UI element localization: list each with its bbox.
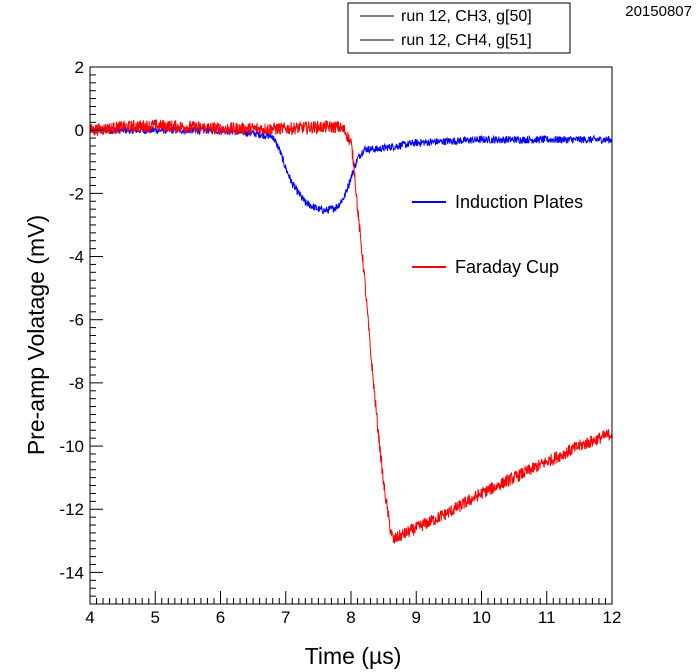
x-tick-labels: 4 5 6 7 8 9 10 11 12 <box>85 608 621 627</box>
y-tick-label: 2 <box>75 58 84 77</box>
axis-ticks <box>89 66 613 605</box>
date-label: 20150807 <box>625 3 692 20</box>
legend-entry-ch3: run 12, CH3, g[50] <box>401 8 532 25</box>
legend-entry-ch4: run 12, CH4, g[51] <box>401 32 532 49</box>
plot-frame <box>89 66 613 605</box>
y-tick-label: -14 <box>59 563 84 582</box>
x-tick-label: 10 <box>472 608 491 627</box>
annotation-label-induction: Induction Plates <box>455 192 583 212</box>
y-tick-label: -4 <box>69 248 84 267</box>
y-tick-labels: 2 0 -2 -4 -6 -8 -10 -12 -14 <box>59 58 84 582</box>
series-line-ch4 <box>89 119 613 544</box>
y-axis-title: Pre-amp Volatage (mV) <box>23 215 49 455</box>
x-tick-label: 12 <box>603 608 622 627</box>
x-tick-label: 11 <box>538 608 556 627</box>
x-tick-label: 5 <box>151 608 160 627</box>
y-tick-label: -12 <box>59 500 84 519</box>
y-tick-label: 0 <box>75 121 84 140</box>
y-tick-label: -6 <box>69 311 84 330</box>
series-layer <box>89 119 613 544</box>
legend: run 12, CH3, g[50] run 12, CH4, g[51] <box>347 2 571 54</box>
y-tick-label: -8 <box>69 374 84 393</box>
x-tick-label: 8 <box>346 608 355 627</box>
y-tick-label: -2 <box>69 184 84 203</box>
x-tick-label: 4 <box>85 608 94 627</box>
legend-box <box>347 2 571 54</box>
annotation-label-faraday: Faraday Cup <box>455 257 559 277</box>
x-tick-label: 7 <box>281 608 290 627</box>
annotation-induction-plates: Induction Plates <box>412 192 583 212</box>
annotation-faraday-cup: Faraday Cup <box>412 257 559 277</box>
y-tick-label: -10 <box>59 437 84 456</box>
x-axis-title: Time (µs) <box>305 643 402 669</box>
x-tick-label: 6 <box>216 608 225 627</box>
x-tick-label: 9 <box>412 608 421 627</box>
